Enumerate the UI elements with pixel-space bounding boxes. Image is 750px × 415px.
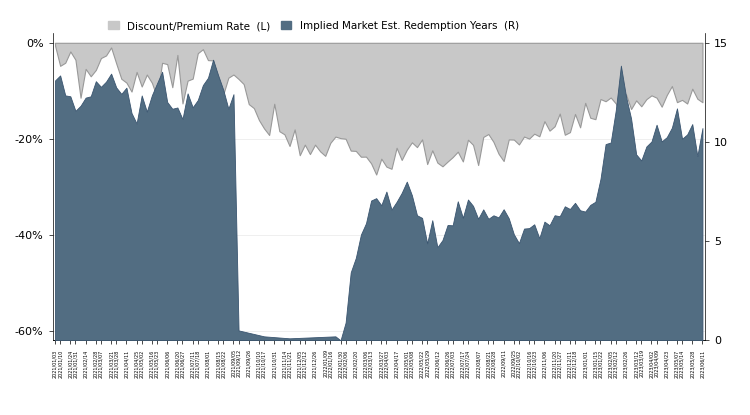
- Legend: Discount/Premium Rate  (L), Implied Market Est. Redemption Years  (R): Discount/Premium Rate (L), Implied Marke…: [104, 17, 523, 35]
